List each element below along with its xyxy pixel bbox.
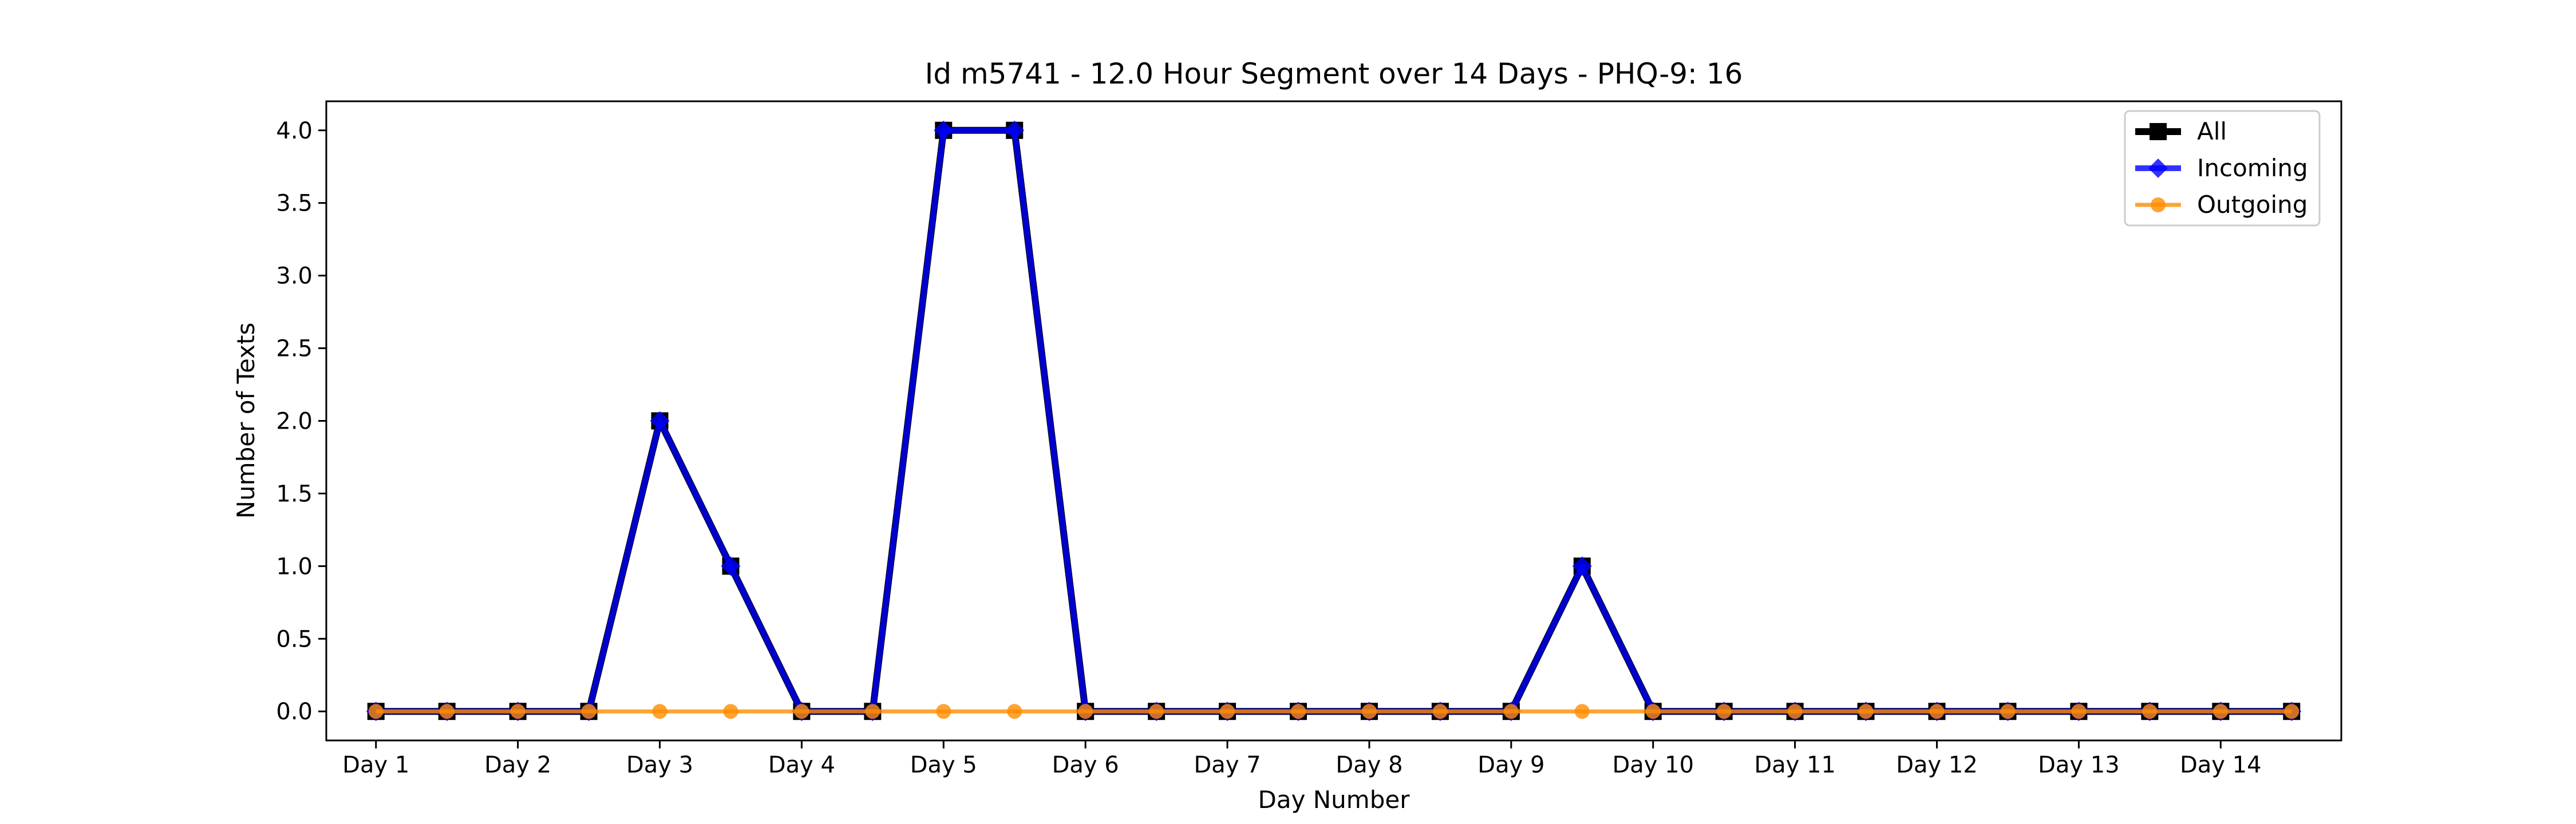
data-point	[865, 704, 880, 719]
x-tick-label: Day 7	[1194, 752, 1261, 778]
series-outgoing	[368, 704, 2300, 719]
x-axis-label: Day Number	[1258, 786, 1410, 814]
data-point	[1007, 704, 1022, 719]
x-tick-label: Day 14	[2180, 752, 2262, 778]
data-point	[2000, 704, 2016, 719]
x-tick-label: Day 9	[1477, 752, 1544, 778]
data-point	[581, 704, 596, 719]
data-point	[1005, 120, 1025, 140]
data-point	[1078, 704, 1093, 719]
plot-frame	[325, 100, 2342, 742]
y-tick-label: 3.5	[276, 191, 313, 217]
data-point	[1432, 704, 1448, 719]
data-point	[2213, 704, 2229, 719]
y-tick-label: 1.0	[276, 553, 313, 580]
data-point	[2151, 197, 2166, 212]
legend-item: Outgoing	[2135, 191, 2308, 219]
data-point	[1291, 704, 1306, 719]
legend: All Incoming Outgoing	[2124, 110, 2321, 227]
y-tick-label: 1.5	[276, 481, 313, 507]
legend-label: All	[2197, 117, 2227, 145]
x-tick-label: Day 4	[768, 752, 835, 778]
data-point	[1574, 704, 1590, 719]
data-point	[2284, 704, 2300, 719]
x-axis: Day 1 Day 2 Day 3 Day 4 Day 5 Day 6 Day 7 Day 8…	[342, 740, 2262, 778]
data-point	[1572, 556, 1592, 576]
x-tick-label: Day 11	[1754, 752, 1836, 778]
y-tick-label: 2.5	[276, 336, 313, 362]
chart-title: Id m5741 - 12.0 Hour Segment over 14 Day…	[925, 57, 1743, 90]
legend-label: Outgoing	[2197, 191, 2308, 219]
legend-frame	[2124, 110, 2321, 227]
data-point	[721, 556, 741, 576]
data-point	[1645, 704, 1661, 719]
data-point	[1361, 704, 1377, 719]
x-tick-label: Day 8	[1336, 752, 1402, 778]
data-point	[2150, 123, 2167, 140]
data-point	[1149, 704, 1164, 719]
x-tick-label: Day 5	[910, 752, 977, 778]
data-point	[1220, 704, 1235, 719]
y-axis: 0.0 0.5 1.0 1.5 2.0 2.5 3.0 3.5 4.0	[276, 118, 326, 725]
y-tick-label: 2.0	[276, 409, 313, 435]
x-tick-label: Day 2	[484, 752, 551, 778]
data-point	[652, 704, 667, 719]
y-tick-label: 0.0	[276, 699, 313, 725]
y-tick-label: 4.0	[276, 118, 313, 144]
x-tick-label: Day 1	[342, 752, 409, 778]
data-point	[650, 411, 670, 431]
y-tick-label: 3.0	[276, 263, 313, 290]
data-point	[439, 704, 455, 719]
data-point	[1716, 704, 1732, 719]
data-point	[723, 704, 738, 719]
y-tick-label: 0.5	[276, 626, 313, 652]
legend-label: Incoming	[2197, 154, 2308, 182]
data-point	[2071, 704, 2087, 719]
data-point	[934, 120, 954, 140]
data-point	[936, 704, 951, 719]
x-tick-label: Day 6	[1052, 752, 1119, 778]
x-tick-label: Day 12	[1896, 752, 1978, 778]
data-point	[368, 704, 384, 719]
legend-item: All	[2135, 117, 2227, 145]
data-point	[794, 704, 809, 719]
data-point	[1929, 704, 1945, 719]
data-point	[2148, 159, 2168, 178]
data-point	[510, 704, 526, 719]
x-tick-label: Day 13	[2038, 752, 2120, 778]
y-axis-label: Number of Texts	[232, 323, 260, 519]
legend-item: Incoming	[2135, 154, 2308, 182]
x-tick-label: Day 10	[1612, 752, 1694, 778]
plot-series	[366, 120, 2302, 722]
x-tick-label: Day 3	[626, 752, 693, 778]
data-point	[1787, 704, 1803, 719]
data-point	[1858, 704, 1874, 719]
data-point	[2142, 704, 2158, 719]
series-incoming	[366, 120, 2302, 722]
data-point	[1503, 704, 1519, 719]
